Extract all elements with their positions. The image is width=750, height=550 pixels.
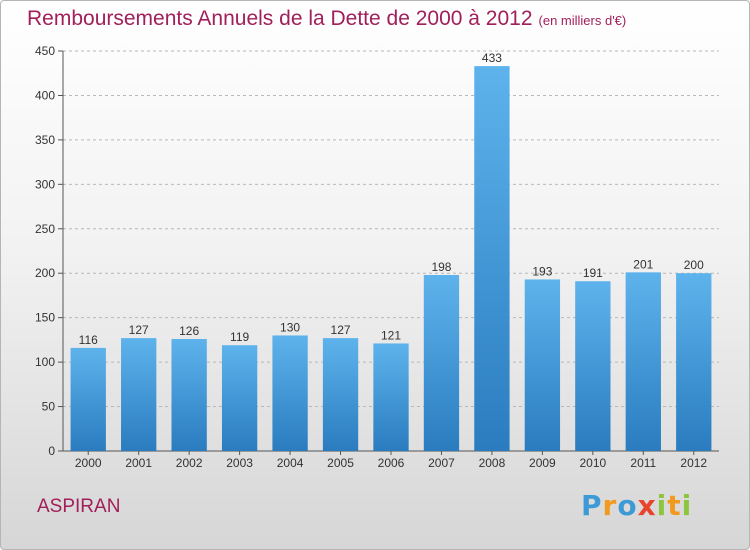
x-tick-label: 2000 [75,456,102,470]
x-tick-label: 2011 [630,456,656,470]
bar [423,275,460,451]
proxiti-logo[interactable]: Proxiti [581,489,692,522]
x-tick-label: 2003 [226,456,253,470]
bar-value-label: 119 [230,330,249,344]
x-tick-label: 2008 [479,456,506,470]
x-tick-label: 2010 [579,456,606,470]
title-text: Remboursements Annuels de la Dette de 20… [27,7,533,30]
chart-title: Remboursements Annuels de la Dette de 20… [27,7,626,31]
bar [474,66,510,451]
bar-value-label: 200 [684,258,704,272]
logo-letter: o [617,489,638,522]
y-tick-label: 50 [42,400,56,414]
logo-letter: i [656,489,668,522]
bar-value-label: 201 [633,257,653,271]
bar [676,273,712,451]
bar [171,339,207,451]
x-tick-label: 2005 [327,456,354,470]
bar [625,272,661,451]
x-tick-label: 2007 [428,456,455,470]
logo-letter: t [667,489,682,522]
y-tick-label: 250 [35,222,55,236]
bar-value-label: 127 [331,323,351,337]
bar [272,335,308,451]
y-tick-label: 450 [35,44,55,58]
y-tick-label: 350 [35,133,55,147]
bar [221,345,258,451]
logo-letter: P [581,489,603,522]
x-tick-label: 2006 [378,456,405,470]
x-tick-label: 2012 [680,456,707,470]
bar-value-label: 191 [583,266,603,280]
bar-value-label: 126 [179,324,199,338]
bar-value-label: 198 [431,260,451,274]
y-tick-label: 200 [35,266,55,280]
title-unit: (en milliers d'€) [538,13,627,28]
y-tick-label: 150 [35,311,55,325]
x-tick-label: 2004 [277,456,304,470]
logo-letter: x [637,489,657,522]
bar [575,281,611,451]
bar-value-label: 193 [532,264,552,278]
y-tick-label: 0 [48,444,55,458]
y-tick-label: 400 [35,88,55,102]
bar [322,338,359,451]
bars [70,66,712,451]
bar-value-label: 121 [381,328,401,342]
commune-name: ASPIRAN [37,496,121,517]
bar-value-label: 130 [280,320,300,334]
y-tick-label: 100 [35,355,55,369]
labels: 0 50 100 150 200 250 300 350 400 450 116 2000 127 200… [35,44,707,470]
x-tick-label: 2002 [176,456,203,470]
bar [524,279,561,451]
bar [70,347,106,451]
bar-value-label: 127 [129,323,149,337]
bar [373,343,409,451]
y-tick-label: 300 [35,177,55,191]
x-tick-label: 2001 [125,456,152,470]
bar [121,338,157,451]
x-tick-label: 2009 [529,456,556,470]
logo-letter: r [602,489,618,522]
bar-value-label: 116 [79,333,98,347]
bar-value-label: 433 [482,51,502,65]
logo-letter: i [681,489,693,522]
